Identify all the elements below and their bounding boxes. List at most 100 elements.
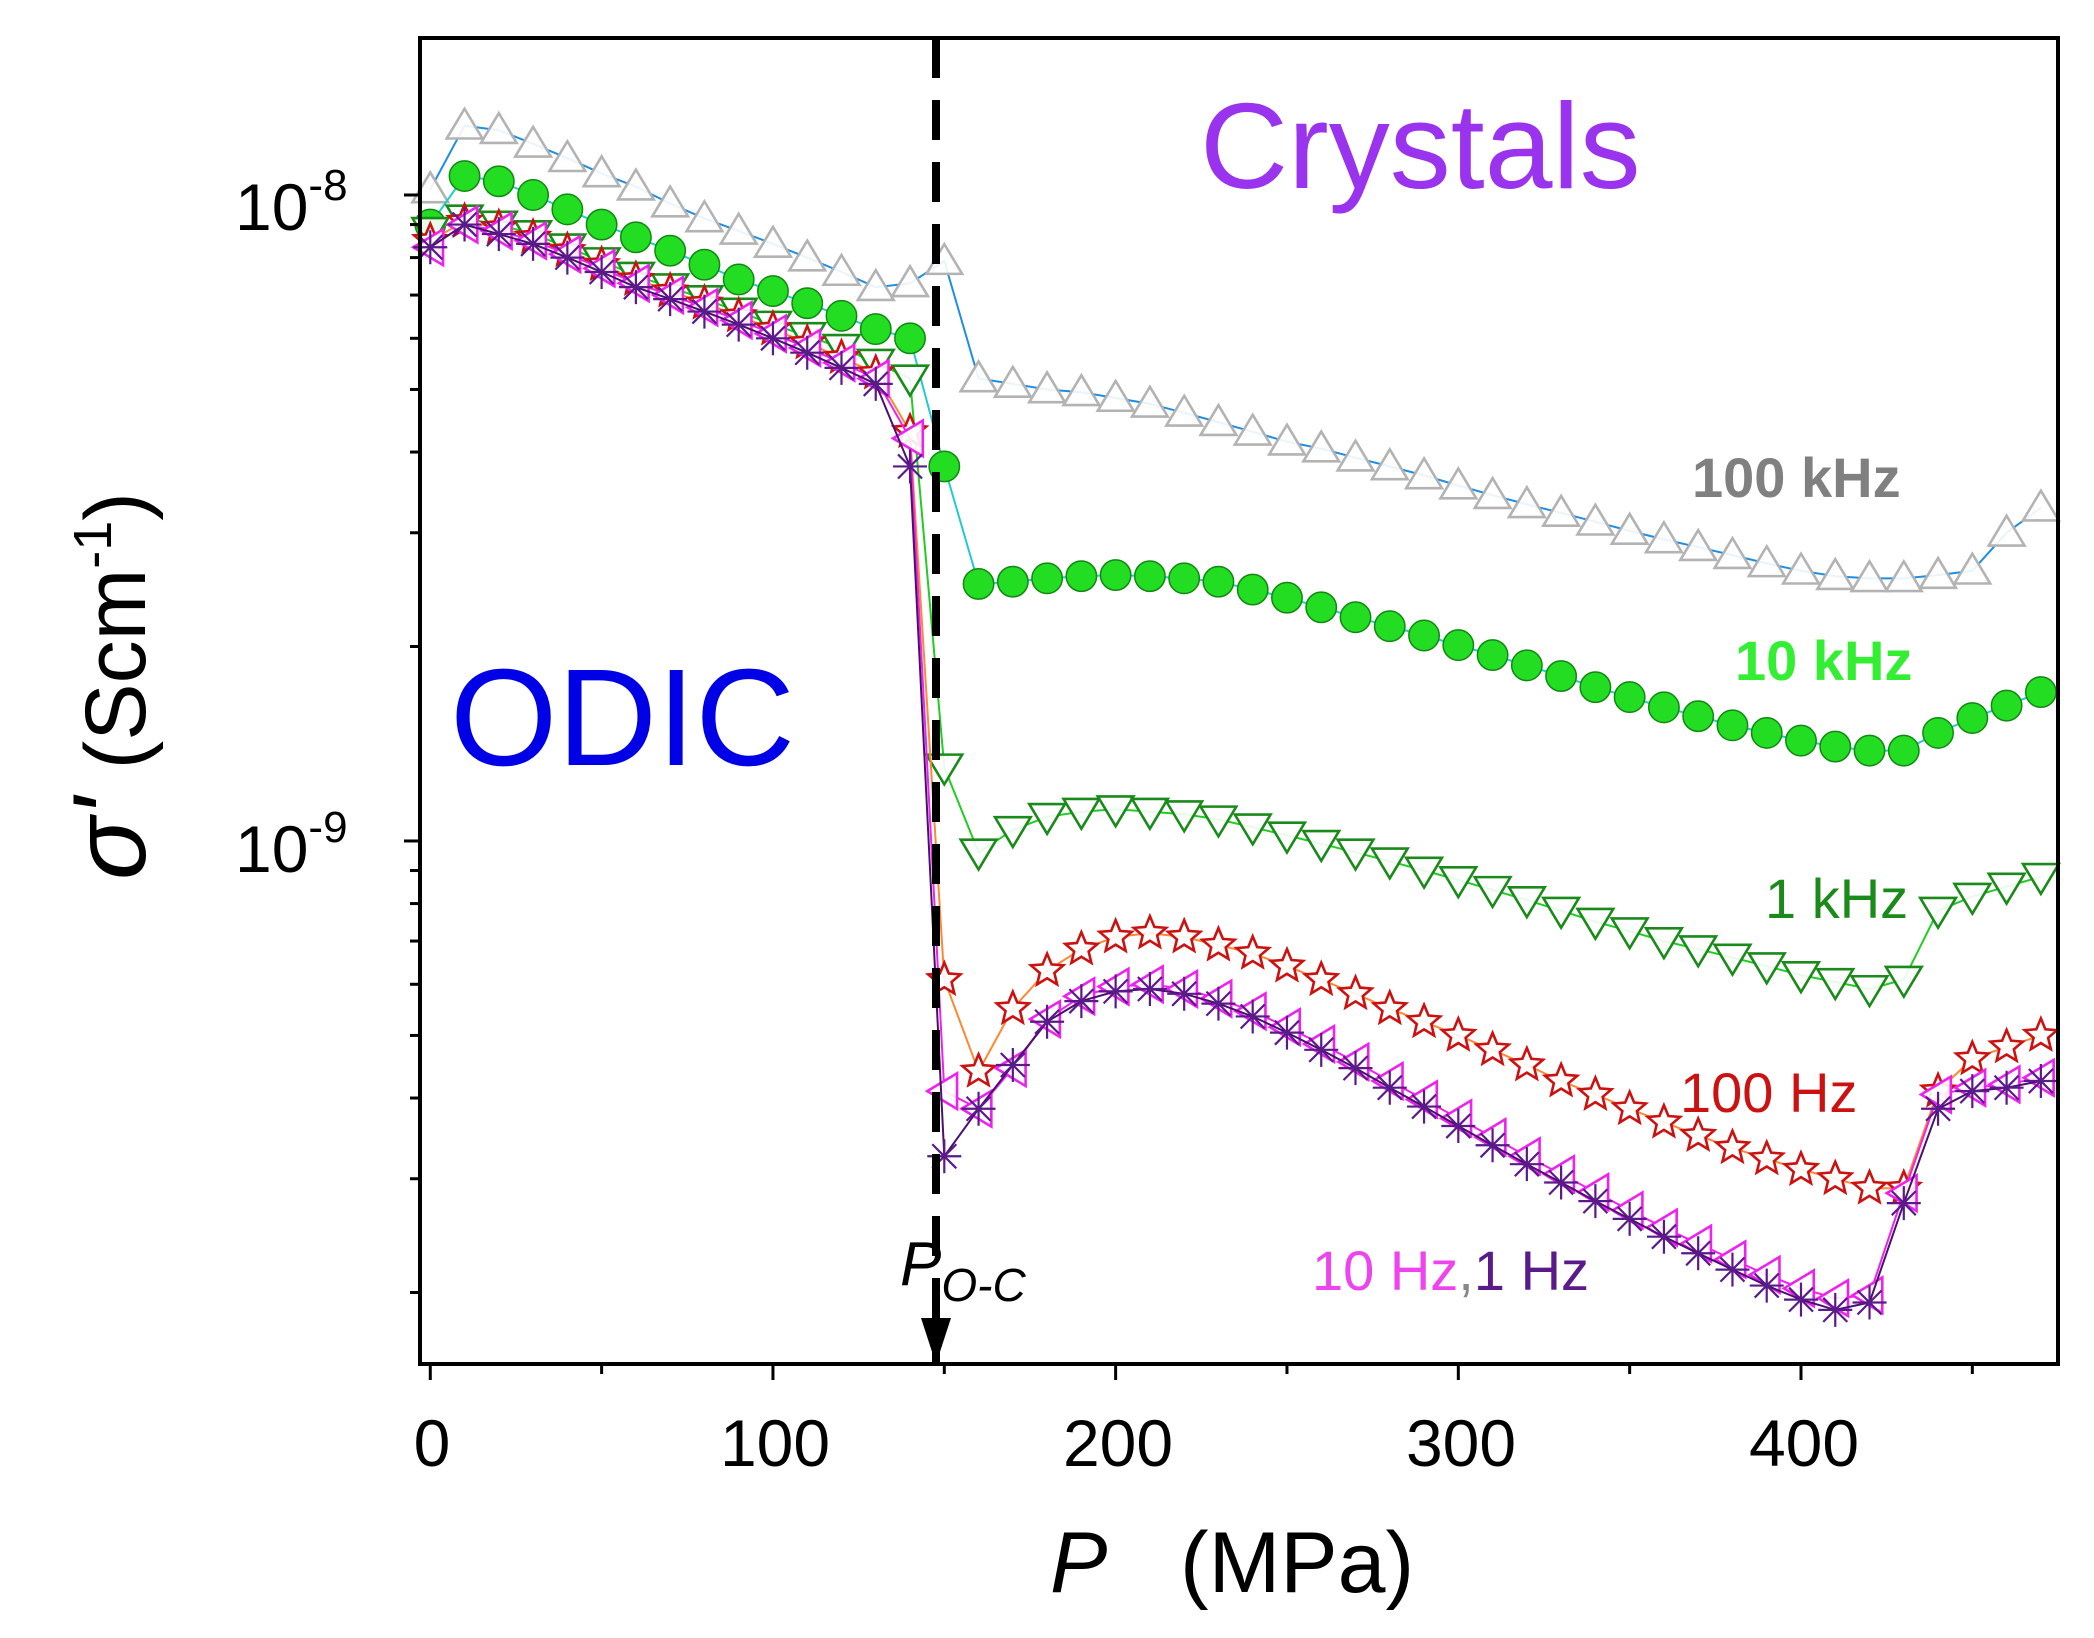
x-tick-label: 100 xyxy=(720,1406,830,1480)
data-point-1khz xyxy=(1678,935,1719,969)
data-point-1hz xyxy=(790,335,825,370)
data-point-10khz xyxy=(996,565,1029,598)
data-point-1khz xyxy=(1129,797,1171,832)
data-point-10khz xyxy=(1647,691,1680,724)
data-point-1khz xyxy=(1815,967,1856,1002)
data-point-100khz xyxy=(684,198,725,233)
data-point-100hz xyxy=(993,988,1033,1026)
data-point-10khz xyxy=(894,322,926,355)
series-label-1khz: 1 kHz xyxy=(1765,867,1908,930)
y-axis-title: σ'(Scm-1) xyxy=(52,492,168,880)
data-point-10khz xyxy=(1887,734,1920,767)
data-point-1hz xyxy=(1646,1219,1681,1254)
data-point-100hz xyxy=(1507,1044,1547,1082)
data-point-1hz xyxy=(1681,1236,1716,1271)
data-point-100khz xyxy=(1712,535,1753,570)
data-point-1khz xyxy=(1369,847,1410,881)
x-tick-label: 0 xyxy=(414,1406,451,1480)
data-point-100khz xyxy=(1335,438,1376,472)
data-point-100hz xyxy=(1164,916,1204,954)
data-point-100khz xyxy=(752,224,794,258)
data-point-10khz xyxy=(1099,559,1132,592)
data-point-10khz xyxy=(1236,573,1269,606)
data-point-1hz xyxy=(1921,1091,1956,1126)
data-point-100khz xyxy=(1506,484,1547,519)
data-point-10khz xyxy=(688,248,721,281)
data-point-1hz xyxy=(755,321,790,356)
data-point-1hz xyxy=(584,254,619,289)
data-point-1khz xyxy=(1609,917,1650,951)
series-line-1hz xyxy=(429,223,2042,1311)
data-point-100hz xyxy=(1370,988,1410,1026)
data-point-1khz xyxy=(1575,907,1616,942)
data-point-100hz xyxy=(1301,959,1341,997)
data-point-1khz xyxy=(1849,974,1890,1009)
data-point-100hz xyxy=(1815,1158,1855,1196)
data-point-100hz xyxy=(1199,924,1238,962)
series-label-100khz: 100 kHz xyxy=(1692,446,1901,509)
data-point-10khz xyxy=(1750,716,1783,749)
data-point-100khz xyxy=(1849,558,1890,593)
data-point-100khz xyxy=(1540,493,1582,527)
data-point-100khz xyxy=(1403,455,1445,490)
data-point-10khz xyxy=(654,234,687,267)
x-tick-label: 400 xyxy=(1749,1406,1859,1480)
data-point-100hz xyxy=(1027,950,1067,988)
data-point-1khz xyxy=(992,815,1033,850)
data-point-10khz xyxy=(1408,619,1440,652)
data-point-1khz xyxy=(1438,865,1479,900)
data-point-1khz xyxy=(2020,862,2062,897)
data-point-10khz xyxy=(1271,581,1303,614)
data-point-10khz xyxy=(1613,681,1646,714)
data-point-1hz xyxy=(1749,1268,1784,1303)
data-point-100khz xyxy=(1472,475,1513,510)
data-point-1khz xyxy=(1952,882,1993,917)
data-point-100khz xyxy=(1095,378,1136,413)
series-1hz xyxy=(413,207,2058,1327)
data-point-10khz xyxy=(1168,562,1201,595)
data-point-1khz xyxy=(1883,965,1924,1000)
series-label-10khz: 10 kHz xyxy=(1735,629,1912,692)
data-point-1hz xyxy=(1338,1051,1373,1086)
data-point-100hz xyxy=(1576,1074,1615,1112)
data-point-10khz xyxy=(1956,702,1989,734)
data-point-1hz xyxy=(1852,1285,1887,1320)
data-point-10khz xyxy=(791,287,824,320)
x-axis-title-var: P xyxy=(1050,1515,1107,1611)
series-label-100hz: 100 Hz xyxy=(1680,1061,1857,1124)
x-tick-label: 300 xyxy=(1406,1406,1516,1480)
data-point-10khz xyxy=(1065,560,1098,593)
data-point-100khz xyxy=(1883,558,1924,593)
data-point-10hz xyxy=(890,418,925,459)
x-tick-label: 200 xyxy=(1063,1406,1173,1480)
data-point-1hz xyxy=(2023,1064,2058,1099)
data-point-1khz xyxy=(958,838,999,872)
data-point-100khz xyxy=(1301,429,1342,463)
data-point-1hz xyxy=(1509,1147,1544,1182)
series-label-1hz: 1 Hz xyxy=(1474,1239,1589,1302)
data-point-1hz xyxy=(1167,976,1202,1011)
data-point-10khz xyxy=(448,160,481,192)
data-point-100khz xyxy=(1026,369,1068,404)
data-point-1hz xyxy=(995,1047,1030,1082)
data-point-10khz xyxy=(859,313,892,346)
data-point-1khz xyxy=(1403,856,1445,891)
data-point-100khz xyxy=(1678,527,1719,562)
odic-label: ODIC xyxy=(450,641,795,795)
data-point-1hz xyxy=(1407,1089,1442,1124)
data-point-10khz xyxy=(1339,601,1372,634)
data-point-100khz xyxy=(1266,422,1308,456)
data-point-1khz xyxy=(1266,821,1308,855)
data-point-10khz xyxy=(517,179,550,211)
data-point-1hz xyxy=(893,449,928,484)
data-point-10khz xyxy=(825,299,858,332)
y-axis-title: σ'(Scm-1) xyxy=(52,492,168,880)
data-point-1hz xyxy=(1098,974,1133,1009)
data-point-100hz xyxy=(1781,1149,1821,1187)
data-point-100khz xyxy=(889,263,931,298)
data-point-1hz xyxy=(1578,1184,1613,1219)
data-point-100khz xyxy=(1986,513,2027,547)
data-point-1khz xyxy=(1198,805,1239,839)
data-point-1hz xyxy=(653,282,688,317)
